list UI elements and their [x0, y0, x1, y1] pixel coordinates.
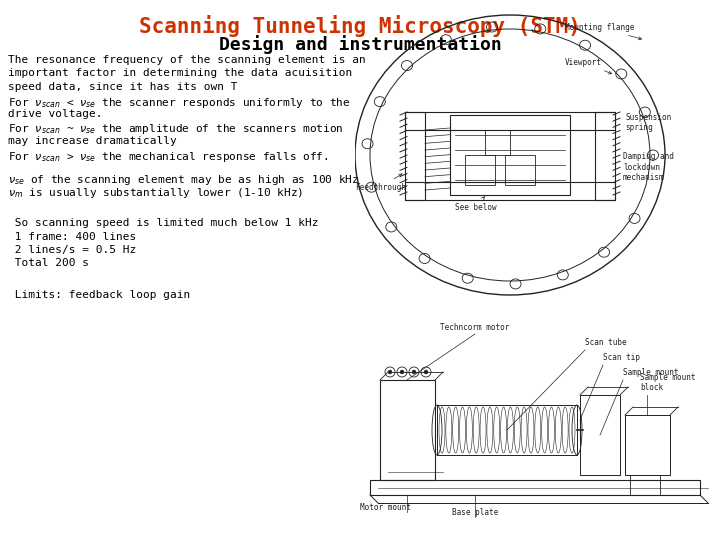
Text: Mounting flange: Mounting flange: [565, 23, 642, 40]
Text: Design and instrumentation: Design and instrumentation: [219, 35, 501, 54]
Text: $\nu_{se}$ of the scanning element may be as high as 100 kHz: $\nu_{se}$ of the scanning element may b…: [8, 173, 359, 187]
Text: Damping and
lockdown
mechanism: Damping and lockdown mechanism: [623, 152, 674, 182]
Circle shape: [412, 370, 416, 374]
Text: For $\nu_{scan}$ < $\nu_{se}$ the scanner responds uniformly to the: For $\nu_{scan}$ < $\nu_{se}$ the scanne…: [8, 96, 351, 110]
Text: For $\nu_{scan}$ ~ $\nu_{se}$ the amplitude of the scanners motion: For $\nu_{scan}$ ~ $\nu_{se}$ the amplit…: [8, 123, 343, 137]
Text: See below: See below: [455, 197, 497, 212]
Bar: [437, 405, 577, 455]
Text: speed data, since it has its own T: speed data, since it has its own T: [8, 82, 238, 92]
Text: Sample mount: Sample mount: [623, 368, 678, 377]
Text: So scanning speed is limited much below 1 kHz: So scanning speed is limited much below …: [8, 218, 318, 228]
Text: Base plate: Base plate: [452, 508, 498, 517]
Text: important factor in determining the data acuisition: important factor in determining the data…: [8, 69, 352, 78]
Bar: [580, 395, 620, 475]
Bar: [630, 475, 660, 495]
Text: Scan tip: Scan tip: [603, 353, 640, 362]
Circle shape: [388, 370, 392, 374]
Text: Motor mount: Motor mount: [360, 503, 411, 512]
Text: Total 200 s: Total 200 s: [8, 259, 89, 268]
Bar: [450, 115, 570, 195]
Text: 1 frame: 400 lines: 1 frame: 400 lines: [8, 232, 136, 241]
Text: Viewport: Viewport: [565, 58, 612, 74]
Text: Techncorm motor: Techncorm motor: [441, 323, 510, 332]
Text: The resonance frequency of the scanning element is an: The resonance frequency of the scanning …: [8, 55, 366, 65]
Circle shape: [424, 370, 428, 374]
Text: 2 lines/s = 0.5 Hz: 2 lines/s = 0.5 Hz: [8, 245, 136, 255]
Bar: [505, 155, 535, 185]
Bar: [405, 112, 615, 130]
Bar: [405, 182, 615, 200]
Bar: [405, 112, 425, 200]
Text: Feedthrough: Feedthrough: [355, 174, 406, 192]
Text: Scanning Tunneling Microscopy (STM): Scanning Tunneling Microscopy (STM): [139, 15, 581, 37]
Text: $\nu_{m}$ is usually substantially lower (1-10 kHz): $\nu_{m}$ is usually substantially lower…: [8, 186, 303, 200]
Circle shape: [400, 370, 404, 374]
Text: For $\nu_{scan}$ > $\nu_{se}$ the mechanical response falls off.: For $\nu_{scan}$ > $\nu_{se}$ the mechan…: [8, 150, 328, 164]
Bar: [485, 130, 510, 155]
Bar: [625, 415, 670, 475]
Text: drive voltage.: drive voltage.: [8, 109, 102, 119]
Bar: [595, 112, 615, 200]
Text: Scan tube: Scan tube: [585, 338, 626, 347]
Text: may increase dramatically: may increase dramatically: [8, 136, 176, 146]
Text: Suspension
spring: Suspension spring: [625, 113, 671, 132]
Text: Limits: feedback loop gain: Limits: feedback loop gain: [8, 290, 190, 300]
Bar: [465, 155, 495, 185]
Bar: [380, 380, 435, 480]
Bar: [370, 480, 700, 495]
Text: Sample mount
block: Sample mount block: [640, 373, 696, 392]
